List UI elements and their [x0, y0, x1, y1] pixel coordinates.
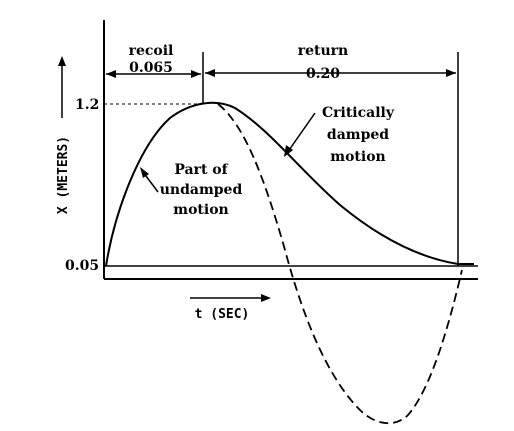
x-axis-label: t (SEC) [195, 307, 250, 322]
y-label-arrowhead [58, 56, 66, 66]
y-axis-label: X (METERS) [56, 136, 71, 214]
critical-label-line1: Critically [322, 105, 395, 121]
tick-label-top: 1.2 [75, 97, 99, 113]
undamped-curve-dashed [217, 103, 463, 424]
return-value: 0.20 [306, 66, 340, 82]
x-label-arrowhead [261, 294, 271, 302]
recoil-label: recoil [129, 43, 174, 59]
return-label: return [298, 43, 348, 59]
return-left-arrowhead [205, 69, 215, 77]
undamped-pointer-arrowhead [140, 167, 149, 178]
recoil-value: 0.065 [129, 60, 173, 76]
critical-label-line2: damped [327, 127, 389, 143]
undamped-label-line2: undamped [160, 182, 243, 198]
return-right-arrowhead [446, 69, 456, 77]
recoil-left-arrowhead [106, 70, 116, 78]
tick-label-bottom: 0.05 [65, 258, 99, 274]
critical-pointer-arrowhead [284, 145, 293, 157]
critically-damped-curve [105, 101, 474, 267]
undamped-label-line3: motion [173, 202, 228, 218]
undamped-label-line1: Part of [174, 162, 228, 178]
recoil-right-arrowhead [191, 70, 201, 78]
critical-label-line3: motion [330, 149, 385, 165]
critical-label-pointer [286, 112, 316, 154]
